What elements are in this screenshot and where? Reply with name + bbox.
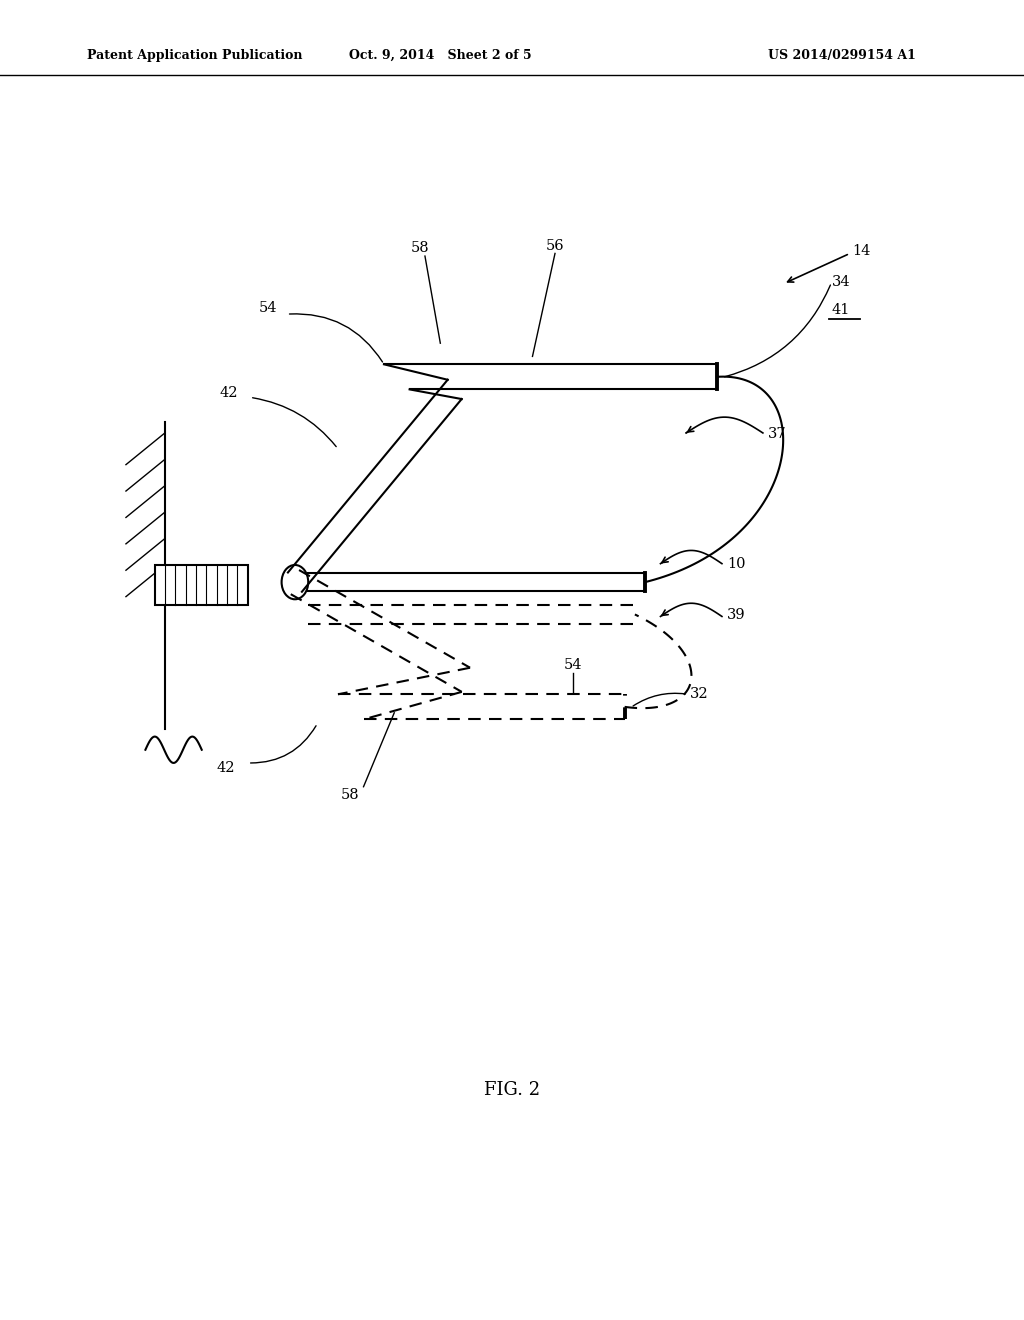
Text: 39: 39 <box>727 609 745 622</box>
Text: 54: 54 <box>564 659 583 672</box>
Text: 14: 14 <box>852 244 870 257</box>
Text: Patent Application Publication: Patent Application Publication <box>87 49 302 62</box>
Text: 37: 37 <box>768 428 786 441</box>
Bar <box>155 565 248 605</box>
Text: 56: 56 <box>546 239 564 252</box>
Text: 32: 32 <box>690 688 709 701</box>
Text: FIG. 2: FIG. 2 <box>484 1081 540 1100</box>
Text: Oct. 9, 2014   Sheet 2 of 5: Oct. 9, 2014 Sheet 2 of 5 <box>349 49 531 62</box>
Text: 42: 42 <box>219 387 238 400</box>
Text: 34: 34 <box>831 276 850 289</box>
Text: 54: 54 <box>259 301 278 314</box>
Text: US 2014/0299154 A1: US 2014/0299154 A1 <box>768 49 915 62</box>
Text: 10: 10 <box>727 557 745 570</box>
Text: 58: 58 <box>411 242 429 255</box>
Text: 41: 41 <box>831 304 850 317</box>
Text: 42: 42 <box>216 762 234 775</box>
Text: 58: 58 <box>341 788 359 801</box>
